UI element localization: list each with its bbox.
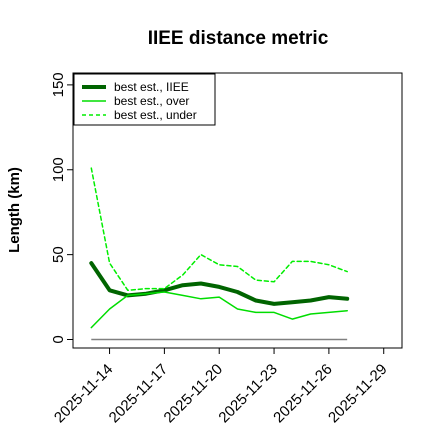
- x-tick-label: 2025-11-29: [325, 361, 390, 426]
- y-tick-label: 50: [50, 246, 67, 263]
- y-tick-label: 150: [50, 72, 67, 97]
- plot-frame: [72, 72, 403, 349]
- series-line-2: [90, 167, 348, 292]
- y-axis-label: Length (km): [6, 167, 23, 253]
- legend-label: best est., under: [114, 108, 197, 122]
- series-line-1: [90, 291, 348, 329]
- legend-box: [73, 73, 216, 126]
- legend-label: best est., over: [114, 94, 189, 108]
- y-tick-label: 0: [50, 335, 67, 343]
- legend-label: best est., IIEE: [114, 80, 189, 94]
- y-tick-label: 100: [50, 157, 67, 182]
- chart-title: IIEE distance metric: [148, 28, 329, 49]
